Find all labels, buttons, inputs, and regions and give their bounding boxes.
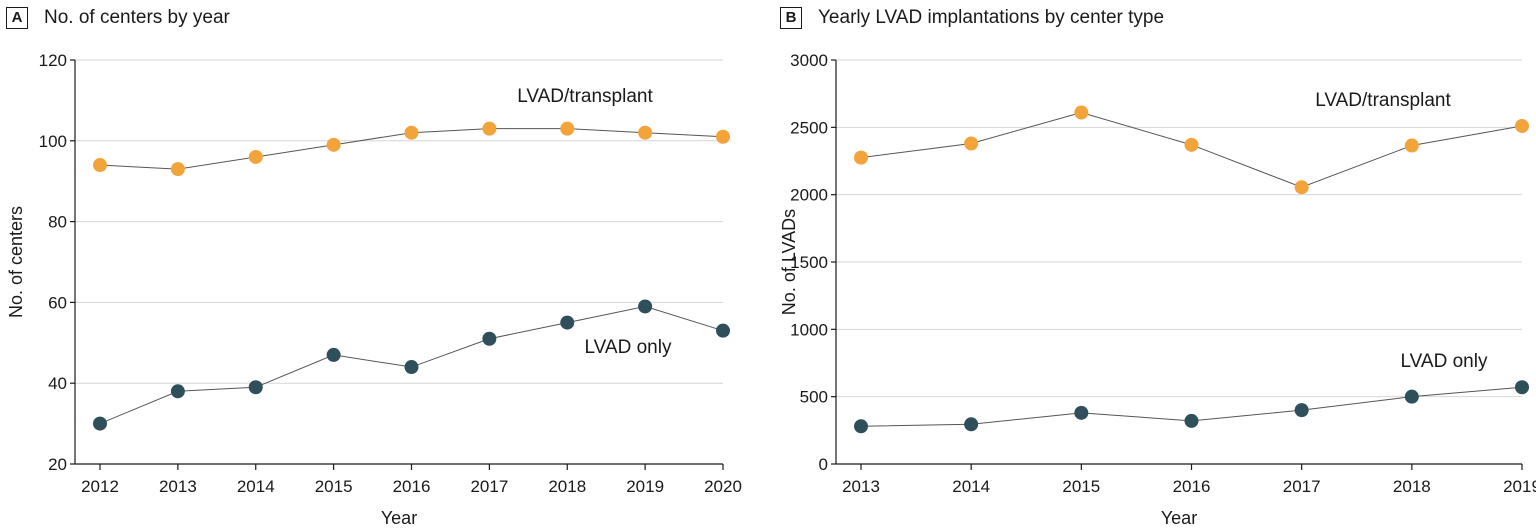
a-point-lvad-only-2015 [326,347,341,362]
b-ytick-label-500: 500 [800,388,828,407]
a-xtick-label-2018: 2018 [548,477,586,496]
a-point-lvad-transplant-2014 [248,149,263,164]
b-y-axis-label: No. of LVADs [779,209,799,315]
a-ytick-label-60: 60 [48,293,67,312]
b-point-lvad-only-2016 [1184,413,1199,428]
a-xtick-label-2016: 2016 [393,477,431,496]
a-x-axis-label: Year [381,508,417,528]
panel-b-title: Yearly LVAD implantations by center type [818,7,1165,28]
b-series-label-lvad-only: LVAD only [1401,351,1488,372]
panel-a-letter: A [6,7,28,29]
b-series-label-lvad-transplant: LVAD/transplant [1315,90,1451,111]
b-xtick-label-2019: 2019 [1503,477,1536,496]
b-point-lvad-only-2017 [1294,403,1309,418]
b-xtick-label-2016: 2016 [1173,477,1211,496]
a-point-lvad-transplant-2019 [638,125,653,140]
b-ytick-label-2500: 2500 [790,118,828,137]
b-point-lvad-only-2018 [1404,389,1419,404]
a-point-lvad-only-2018 [560,315,575,330]
b-point-lvad-transplant-2019 [1515,118,1529,133]
b-xtick-label-2015: 2015 [1062,477,1100,496]
a-point-lvad-transplant-2015 [326,137,341,152]
b-ytick-label-0: 0 [819,455,828,474]
a-ytick-label-100: 100 [39,132,67,151]
b-xtick-label-2013: 2013 [842,477,880,496]
b-point-lvad-transplant-2013 [854,150,868,165]
a-point-lvad-transplant-2012 [93,158,107,173]
b-ytick-label-2000: 2000 [790,186,828,205]
a-xtick-label-2012: 2012 [81,477,119,496]
a-point-lvad-only-2019 [638,299,653,314]
a-xtick-label-2014: 2014 [237,477,275,496]
b-point-lvad-transplant-2016 [1184,137,1199,152]
a-point-lvad-transplant-2020 [716,129,730,144]
panel-a-title: No. of centers by year [44,7,230,28]
a-ytick-label-80: 80 [48,213,67,232]
b-point-lvad-transplant-2014 [964,136,979,151]
a-xtick-label-2013: 2013 [159,477,197,496]
a-y-axis-label: No. of centers [6,206,26,318]
b-xtick-label-2014: 2014 [952,477,990,496]
b-point-lvad-only-2019 [1515,380,1529,395]
b-x-axis-label: Year [1161,508,1197,528]
b-point-lvad-transplant-2015 [1074,105,1089,120]
b-point-lvad-only-2013 [854,419,868,434]
a-ytick-label-120: 120 [39,51,67,70]
b-ytick-label-1500: 1500 [790,253,828,272]
a-point-lvad-only-2014 [248,380,263,395]
b-ytick-label-1000: 1000 [790,320,828,339]
a-ytick-label-20: 20 [48,455,67,474]
a-xtick-label-2019: 2019 [626,477,664,496]
a-xtick-label-2020: 2020 [704,477,742,496]
b-point-lvad-only-2014 [964,417,979,432]
a-series-label-lvad-only: LVAD only [585,337,672,358]
a-point-lvad-only-2013 [170,384,185,399]
a-point-lvad-transplant-2016 [404,125,419,140]
a-point-lvad-only-2016 [404,360,419,375]
a-point-lvad-only-2020 [716,323,730,338]
a-point-lvad-only-2017 [482,331,497,346]
a-point-lvad-transplant-2018 [560,121,575,136]
panel-b-letter: B [780,7,802,29]
a-point-lvad-transplant-2017 [482,121,497,136]
b-point-lvad-only-2015 [1074,405,1089,420]
a-series-label-lvad-transplant: LVAD/transplant [517,86,653,107]
b-ytick-label-3000: 3000 [790,51,828,70]
b-xtick-label-2018: 2018 [1393,477,1431,496]
b-point-lvad-transplant-2017 [1294,180,1309,195]
a-point-lvad-transplant-2013 [170,162,185,177]
a-xtick-label-2015: 2015 [315,477,353,496]
b-point-lvad-transplant-2018 [1404,138,1419,153]
a-ytick-label-40: 40 [48,374,67,393]
a-xtick-label-2017: 2017 [470,477,508,496]
a-point-lvad-only-2012 [93,416,107,431]
b-xtick-label-2017: 2017 [1283,477,1321,496]
